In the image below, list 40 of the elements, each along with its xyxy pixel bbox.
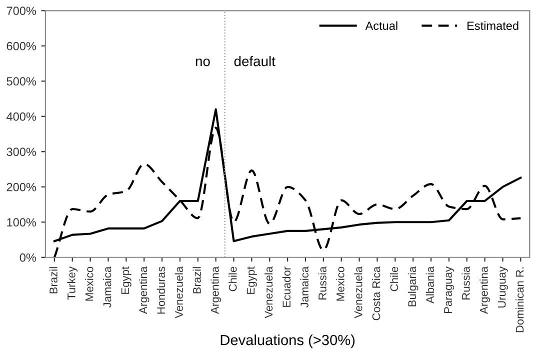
x-tick-label: Chile xyxy=(390,266,398,292)
x-tick-label: Chile xyxy=(228,266,237,292)
y-tick-label: 100% xyxy=(7,218,36,227)
y-tick-label: 700% xyxy=(6,6,36,16)
x-tick-label: Jamaica xyxy=(103,266,112,308)
x-tick-label: Venezuela xyxy=(174,266,183,318)
x-axis-title: Devaluations (>30%) xyxy=(220,334,355,348)
x-tick-label: Argentina xyxy=(480,266,490,314)
y-tick-label: 200% xyxy=(6,182,36,192)
y-tick-label: 400% xyxy=(6,112,36,121)
x-tick-label: Dominican R. xyxy=(516,267,524,332)
x-tick-label: Egypt xyxy=(246,266,257,294)
x-tick-label: Venezuela xyxy=(264,266,273,318)
y-tick-label: 500% xyxy=(6,77,36,86)
x-tick-label: Mexico xyxy=(85,266,94,301)
x-tick-label: Russia xyxy=(462,266,470,300)
y-tick-label: 0% xyxy=(20,253,36,262)
y-tick-label: 300% xyxy=(6,148,36,156)
x-tick-label: Egypt xyxy=(121,266,132,294)
x-tick-label: Bulgaria xyxy=(408,266,418,306)
x-tick-label: Uruguay xyxy=(498,266,508,308)
x-tick-label: Honduras xyxy=(156,266,166,314)
x-tick-label: Costa Rica xyxy=(372,266,380,320)
y-tick-label: 600% xyxy=(6,42,36,50)
x-tick-label: Brazil xyxy=(192,267,201,294)
annotation: default xyxy=(234,56,276,66)
x-tick-label: Mexico xyxy=(336,266,344,301)
legend-label: Actual xyxy=(365,21,398,30)
legend-label: Estimated xyxy=(468,21,518,30)
x-tick-label: Brazil xyxy=(49,267,58,294)
x-tick-label: Venezuela xyxy=(354,266,362,318)
x-tick-label: Russia xyxy=(318,266,326,300)
x-tick-label: Albania xyxy=(426,266,434,304)
x-tick-label: Ecuador xyxy=(282,266,291,307)
x-tick-label: Jamaica xyxy=(300,266,308,308)
x-tick-label: Paraguay xyxy=(444,266,454,314)
x-tick-label: Argentina xyxy=(210,266,222,314)
x-tick-label: Argentina xyxy=(138,266,150,314)
annotation: no xyxy=(196,58,210,66)
x-tick-label: Turkey xyxy=(67,266,78,300)
